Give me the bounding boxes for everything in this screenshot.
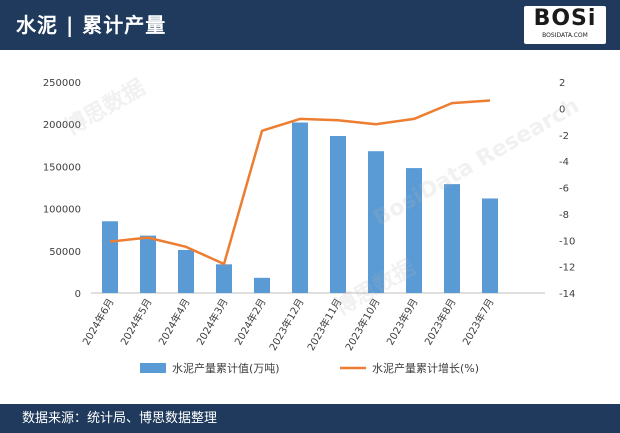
- footer-bar: 数据来源：统计局、博思数据整理: [0, 404, 620, 433]
- combo-chart: 0 50000 100000 150000 200000 250000 2 0 -2 -4 -6 -8…: [43, 78, 576, 375]
- y-right-tick-label: 0: [559, 104, 565, 115]
- bar: [482, 198, 498, 293]
- y-right-tick-label: -8: [559, 210, 569, 221]
- logo-word: BOSi: [533, 6, 597, 31]
- bosi-logo: BOSi BOSIDATA.COM: [524, 6, 606, 44]
- legend-line-label: 水泥产量累计增长(%): [372, 361, 479, 375]
- y-right-tick-label: -4: [559, 157, 569, 168]
- y-left-tick-label: 0: [75, 289, 81, 300]
- x-tick-label: 2024年4月: [155, 296, 192, 347]
- x-tick-label: 2024年5月: [117, 296, 154, 347]
- bar: [444, 184, 460, 293]
- bar: [254, 277, 270, 293]
- bar: [292, 122, 308, 294]
- bar: [368, 151, 384, 293]
- header-bar: 水泥 | 累计产量 BOSi BOSIDATA.COM: [0, 0, 620, 50]
- y-right-tick-label: -12: [559, 263, 575, 274]
- y-right-tick-label: 2: [559, 78, 565, 89]
- y-right-tick-label: -2: [559, 131, 569, 142]
- x-tick-label: 2023年8月: [421, 296, 458, 347]
- legend-bar-swatch: [140, 363, 166, 373]
- y-right-tick-label: -6: [559, 184, 569, 195]
- growth-line: [109, 99, 491, 266]
- data-source: 数据来源：统计局、博思数据整理: [22, 411, 218, 426]
- bar: [330, 136, 346, 293]
- x-tick-label: 2023年11月: [304, 296, 344, 353]
- x-tick-label: 2023年9月: [383, 296, 420, 347]
- y-left-tick-label: 150000: [43, 162, 81, 173]
- x-tick-label: 2024年3月: [193, 296, 230, 347]
- bar: [102, 221, 118, 293]
- y-left-tick-label: 100000: [43, 205, 81, 216]
- x-tick-label: 2023年10月: [342, 296, 382, 353]
- x-tick-label: 2024年6月: [79, 296, 116, 347]
- bar: [216, 264, 232, 293]
- x-tick-label: 2024年2月: [231, 296, 268, 347]
- bar: [406, 168, 422, 293]
- y-right-tick-label: -14: [559, 289, 575, 300]
- y-right-tick-label: -10: [559, 236, 575, 247]
- bar: [140, 235, 156, 293]
- logo-subtext: BOSIDATA.COM: [542, 32, 588, 39]
- y-left-tick-label: 250000: [43, 78, 81, 89]
- legend-bar-label: 水泥产量累计值(万吨): [172, 361, 280, 375]
- y-left-tick-label: 200000: [43, 120, 81, 131]
- page-title: 水泥 | 累计产量: [16, 13, 167, 37]
- x-tick-label: 2023年12月: [266, 296, 306, 353]
- y-left-tick-label: 50000: [49, 247, 81, 258]
- x-tick-label: 2023年7月: [459, 296, 496, 347]
- bar: [178, 249, 194, 293]
